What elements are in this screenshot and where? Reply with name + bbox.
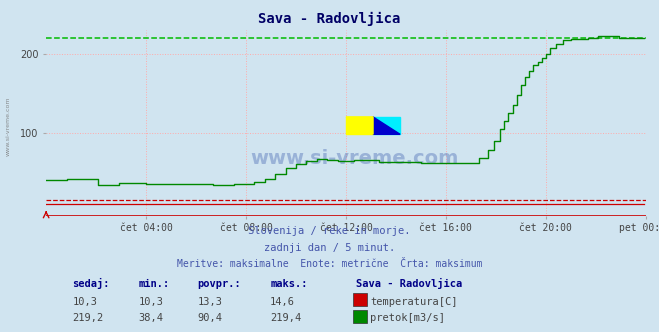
Text: zadnji dan / 5 minut.: zadnji dan / 5 minut.: [264, 243, 395, 253]
Text: 13,3: 13,3: [198, 297, 223, 307]
Polygon shape: [373, 117, 400, 134]
Text: 219,2: 219,2: [72, 313, 103, 323]
Text: Sava - Radovljica: Sava - Radovljica: [356, 278, 462, 289]
Text: www.si-vreme.com: www.si-vreme.com: [250, 148, 459, 168]
Text: 90,4: 90,4: [198, 313, 223, 323]
Bar: [373, 117, 400, 134]
Bar: [346, 117, 373, 134]
Text: povpr.:: povpr.:: [198, 279, 241, 289]
Text: www.si-vreme.com: www.si-vreme.com: [5, 96, 11, 156]
Text: pretok[m3/s]: pretok[m3/s]: [370, 313, 445, 323]
Text: Meritve: maksimalne  Enote: metrične  Črta: maksimum: Meritve: maksimalne Enote: metrične Črta…: [177, 259, 482, 269]
Text: 10,3: 10,3: [72, 297, 98, 307]
Text: Slovenija / reke in morje.: Slovenija / reke in morje.: [248, 226, 411, 236]
Text: 38,4: 38,4: [138, 313, 163, 323]
Text: temperatura[C]: temperatura[C]: [370, 297, 458, 307]
Text: 14,6: 14,6: [270, 297, 295, 307]
Polygon shape: [346, 117, 373, 134]
Text: Sava - Radovljica: Sava - Radovljica: [258, 12, 401, 26]
Text: sedaj:: sedaj:: [72, 278, 110, 289]
Text: maks.:: maks.:: [270, 279, 308, 289]
Text: 219,4: 219,4: [270, 313, 301, 323]
Text: 10,3: 10,3: [138, 297, 163, 307]
Text: min.:: min.:: [138, 279, 169, 289]
